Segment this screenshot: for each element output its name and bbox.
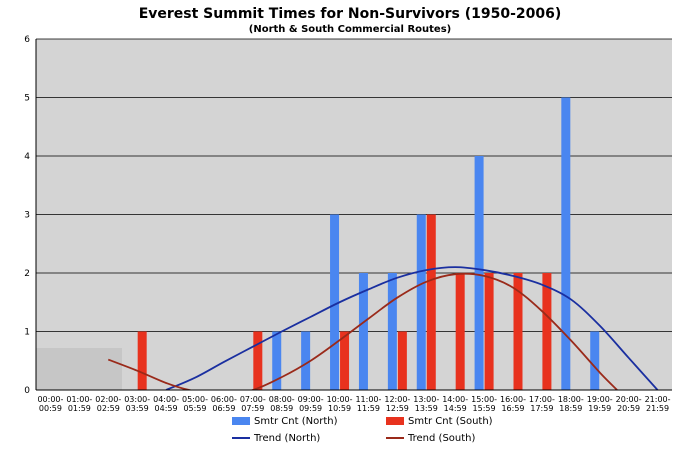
- x-tick-label: 07:00-: [240, 395, 266, 404]
- x-tick-label: 08:00-: [269, 395, 295, 404]
- x-tick-label: 05:59: [183, 404, 206, 413]
- x-tick-label: 10:00-: [327, 395, 353, 404]
- x-tick-label: 00:59: [39, 404, 62, 413]
- legend-label: Trend (North): [253, 433, 320, 444]
- bar-smtr-cnt-south: [426, 214, 436, 390]
- x-tick-label: 04:59: [155, 404, 178, 413]
- x-tick-label: 03:00-: [124, 395, 150, 404]
- x-tick-label: 06:00-: [211, 395, 237, 404]
- y-tick-labels: 0 1 2 3 4 5 6: [24, 35, 30, 396]
- bar-smtr-cnt-north: [474, 156, 484, 390]
- x-tick-label: 02:59: [97, 404, 120, 413]
- x-tick-label: 01:59: [68, 404, 91, 413]
- legend-label: Smtr Cnt (South): [408, 416, 493, 427]
- x-tick-label: 18:00-: [558, 395, 584, 404]
- chart-title: Everest Summit Times for Non-Survivors (…: [139, 6, 562, 22]
- bar-smtr-cnt-south: [253, 331, 263, 390]
- bar-smtr-cnt-south: [542, 273, 552, 390]
- bar-smtr-cnt-north: [330, 214, 340, 390]
- x-tick-label: 13:59: [415, 404, 438, 413]
- x-tick-label: 20:00-: [616, 395, 642, 404]
- y-tick-label: 5: [24, 94, 30, 104]
- x-tick-label: 00:00-: [37, 395, 63, 404]
- x-tick-label: 04:00-: [153, 395, 179, 404]
- chart-subtitle: (North & South Commercial Routes): [249, 24, 451, 35]
- x-tick-label: 14:59: [444, 404, 467, 413]
- x-tick-label: 15:00-: [471, 395, 497, 404]
- bar-smtr-cnt-north: [590, 331, 600, 390]
- x-tick-label: 12:00-: [384, 395, 410, 404]
- x-tick-label: 05:00-: [182, 395, 208, 404]
- y-tick-label: 2: [24, 269, 30, 279]
- legend-swatch: [232, 417, 250, 425]
- bar-smtr-cnt-south: [397, 331, 407, 390]
- line-trend-north: [165, 266, 659, 390]
- bar-smtr-cnt-south: [340, 331, 350, 390]
- x-tick-label: 01:00-: [66, 395, 92, 404]
- x-tick-label: 16:59: [501, 404, 524, 413]
- x-tick-label: 21:59: [646, 404, 669, 413]
- x-tick-label: 06:59: [212, 404, 235, 413]
- bar-smtr-cnt-north: [358, 273, 368, 390]
- x-tick-label: 02:00-: [95, 395, 121, 404]
- legend-label: Trend (South): [407, 433, 476, 444]
- line-trend-south: [107, 272, 618, 390]
- bar-smtr-cnt-north: [416, 214, 426, 390]
- y-tick-label: 4: [24, 152, 30, 162]
- x-tick-labels: 00:00-00:5901:00-01:5902:00-02:5903:00-0…: [37, 395, 670, 413]
- y-tick-label: 1: [24, 328, 30, 338]
- x-tick-label: 18:59: [559, 404, 582, 413]
- y-tick-label: 0: [24, 386, 30, 396]
- x-tick-label: 09:59: [299, 404, 322, 413]
- legend-label: Smtr Cnt (North): [254, 416, 338, 427]
- bar-smtr-cnt-south: [455, 273, 465, 390]
- axes: [35, 39, 672, 391]
- bars: [137, 97, 600, 390]
- x-tick-label: 11:00-: [355, 395, 381, 404]
- x-tick-label: 11:59: [357, 404, 380, 413]
- x-tick-label: 20:59: [617, 404, 640, 413]
- x-tick-label: 03:59: [126, 404, 149, 413]
- x-tick-label: 15:59: [473, 404, 496, 413]
- y-tick-label: 6: [24, 35, 30, 45]
- bar-smtr-cnt-south: [137, 331, 147, 390]
- x-tick-label: 17:00-: [529, 395, 555, 404]
- x-tick-label: 16:00-: [500, 395, 526, 404]
- x-tick-label: 14:00-: [442, 395, 468, 404]
- bar-smtr-cnt-north: [301, 331, 311, 390]
- x-tick-label: 19:59: [588, 404, 611, 413]
- x-tick-label: 08:59: [270, 404, 293, 413]
- bar-smtr-cnt-south: [484, 273, 494, 390]
- bar-smtr-cnt-north: [387, 273, 397, 390]
- bar-smtr-cnt-north: [561, 97, 571, 390]
- plot-shade-region: [36, 348, 122, 390]
- x-tick-label: 12:59: [386, 404, 409, 413]
- trend-lines: [107, 266, 659, 390]
- legend-swatch: [386, 417, 404, 425]
- bar-smtr-cnt-south: [513, 273, 523, 390]
- x-tick-label: 21:00-: [645, 395, 671, 404]
- x-tick-label: 17:59: [530, 404, 553, 413]
- x-tick-label: 07:59: [241, 404, 264, 413]
- x-tick-label: 10:59: [328, 404, 351, 413]
- bar-smtr-cnt-north: [272, 331, 282, 390]
- x-tick-label: 09:00-: [298, 395, 324, 404]
- y-tick-label: 3: [24, 211, 30, 221]
- x-tick-label: 19:00-: [587, 395, 613, 404]
- legend: Smtr Cnt (North) Smtr Cnt (South) Trend (N…: [232, 416, 493, 444]
- x-tick-label: 13:00-: [413, 395, 439, 404]
